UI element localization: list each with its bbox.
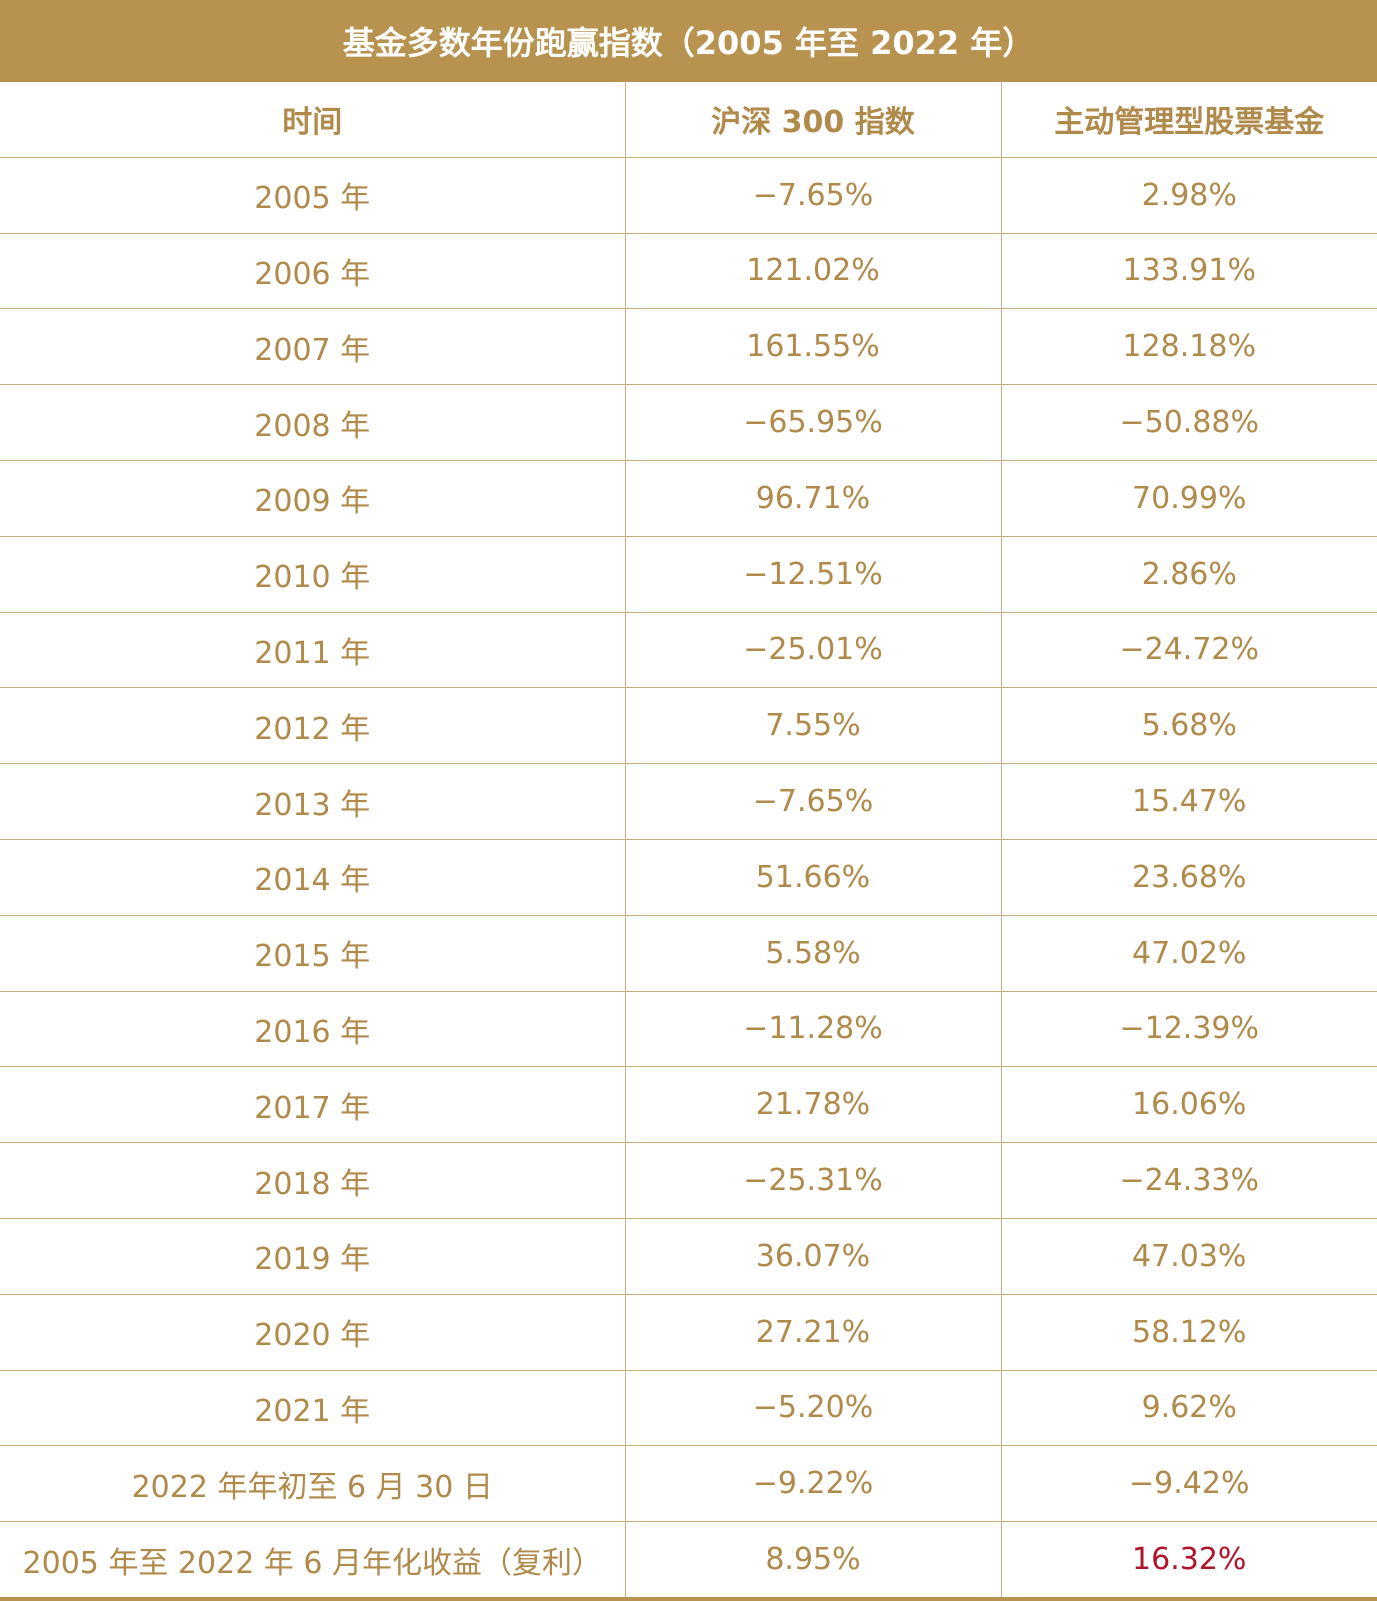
table-cell: 5.68% (1000, 687, 1377, 765)
table-cell: 23.68% (1000, 839, 1377, 916)
table-row: 2019 年 36.07% 47.03% (0, 1218, 1377, 1295)
table-cell: 27.21% (624, 1294, 1001, 1371)
table-cell: 96.71% (624, 460, 1001, 537)
table-cell: −7.65% (624, 763, 1001, 840)
table-row: 2005 年 −7.65% 2.98% (0, 157, 1377, 234)
table-cell: 2.98% (1000, 157, 1377, 234)
table-row: 2016 年 −11.28% −12.39% (0, 991, 1377, 1068)
table-cell: 2020 年 (0, 1294, 625, 1371)
table-cell: −12.51% (624, 536, 1001, 613)
table-cell: 2017 年 (0, 1066, 625, 1144)
table-cell: −24.33% (1000, 1142, 1377, 1219)
table-cell: 2014 年 (0, 839, 625, 916)
header-row: 时间 沪深 300 指数 主动管理型股票基金 (0, 82, 1377, 158)
table-cell: 121.02% (624, 233, 1001, 310)
table-cell: 2021 年 (0, 1370, 625, 1447)
table-cell: 2011 年 (0, 612, 625, 689)
table-row: 2018 年 −25.31% −24.33% (0, 1142, 1377, 1219)
table-cell: −9.22% (624, 1445, 1001, 1523)
table-cell: 2008 年 (0, 384, 625, 461)
table-cell: 161.55% (624, 308, 1001, 386)
table-cell: −12.39% (1000, 991, 1377, 1068)
table-row: 2014 年 51.66% 23.68% (0, 839, 1377, 916)
table-cell: −9.42% (1000, 1445, 1377, 1523)
table-cell: 2010 年 (0, 536, 625, 613)
table-cell: 58.12% (1000, 1294, 1377, 1371)
table-cell: 2009 年 (0, 460, 625, 537)
table-cell: 133.91% (1000, 233, 1377, 310)
table-row: 2022 年年初至 6 月 30 日 −9.22% −9.42% (0, 1445, 1377, 1523)
table-cell: 2.86% (1000, 536, 1377, 613)
table-row: 2013 年 −7.65% 15.47% (0, 763, 1377, 840)
table-cell: 2007 年 (0, 308, 625, 386)
table-row: 2010 年 −12.51% 2.86% (0, 536, 1377, 613)
returns-table: 时间 沪深 300 指数 主动管理型股票基金 2005 年 −7.65% 2.98% 20… (0, 82, 1377, 1601)
table-cell: 2005 年至 2022 年 6 月年化收益（复利） (0, 1521, 625, 1601)
table-cell: −24.72% (1000, 612, 1377, 689)
table-row: 2017 年 21.78% 16.06% (0, 1066, 1377, 1144)
table-cell: −65.95% (624, 384, 1001, 461)
table-row: 2009 年 96.71% 70.99% (0, 460, 1377, 537)
table-cell: 15.47% (1000, 763, 1377, 840)
column-header: 时间 (0, 82, 625, 158)
table-row: 2008 年 −65.95% −50.88% (0, 384, 1377, 461)
table-cell: −50.88% (1000, 384, 1377, 461)
table-row: 2012 年 7.55% 5.68% (0, 687, 1377, 765)
table-cell: −5.20% (624, 1370, 1001, 1447)
table-cell: −11.28% (624, 991, 1001, 1068)
table-row: 2005 年至 2022 年 6 月年化收益（复利） 8.95% 16.32% (0, 1521, 1377, 1601)
table-cell: 2016 年 (0, 991, 625, 1068)
table-cell: 2012 年 (0, 687, 625, 765)
table-cell: 2005 年 (0, 157, 625, 234)
table-cell: −25.31% (624, 1142, 1001, 1219)
table-cell: −7.65% (624, 157, 1001, 234)
column-header: 沪深 300 指数 (624, 82, 1001, 158)
table-cell: 2019 年 (0, 1218, 625, 1295)
table-cell: 2006 年 (0, 233, 625, 310)
table-cell: 2022 年年初至 6 月 30 日 (0, 1445, 625, 1523)
column-header: 主动管理型股票基金 (1000, 82, 1377, 158)
table-cell: 16.32% (1000, 1521, 1377, 1601)
table-title: 基金多数年份跑赢指数（2005 年至 2022 年） (0, 0, 1377, 82)
table-cell: 47.02% (1000, 915, 1377, 992)
table-cell: 36.07% (624, 1218, 1001, 1295)
table-cell: 2015 年 (0, 915, 625, 992)
table-cell: −25.01% (624, 612, 1001, 689)
table-row: 2007 年 161.55% 128.18% (0, 308, 1377, 386)
table-cell: 8.95% (624, 1521, 1001, 1601)
table-row: 2020 年 27.21% 58.12% (0, 1294, 1377, 1371)
table-cell: 16.06% (1000, 1066, 1377, 1144)
table-row: 2006 年 121.02% 133.91% (0, 233, 1377, 310)
table-cell: 128.18% (1000, 308, 1377, 386)
table-cell: 70.99% (1000, 460, 1377, 537)
table-row: 2011 年 −25.01% −24.72% (0, 612, 1377, 689)
table-cell: 5.58% (624, 915, 1001, 992)
table-cell: 7.55% (624, 687, 1001, 765)
table-cell: 2018 年 (0, 1142, 625, 1219)
table-row: 2021 年 −5.20% 9.62% (0, 1370, 1377, 1447)
table-row: 2015 年 5.58% 47.02% (0, 915, 1377, 992)
table-cell: 47.03% (1000, 1218, 1377, 1295)
table-cell: 21.78% (624, 1066, 1001, 1144)
table-cell: 51.66% (624, 839, 1001, 916)
table-cell: 9.62% (1000, 1370, 1377, 1447)
table-cell: 2013 年 (0, 763, 625, 840)
